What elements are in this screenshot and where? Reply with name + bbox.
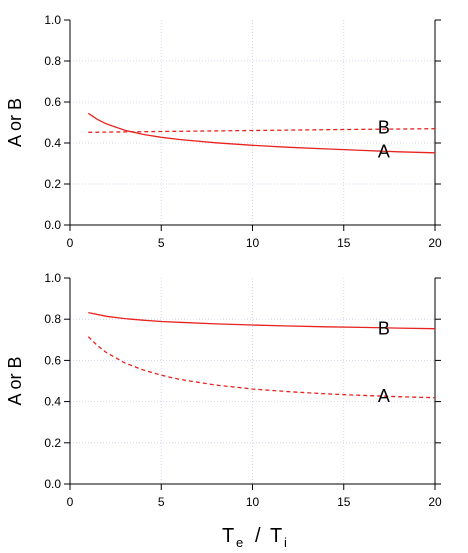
x-tick-label: 0: [67, 495, 74, 509]
curve-label-A: A: [378, 142, 390, 162]
series-B-line: [88, 311, 436, 330]
y-tick-label: 1.0: [44, 271, 61, 285]
x-tick-label: 20: [428, 236, 442, 250]
y-tick-label: 0.8: [44, 312, 61, 326]
y-axis-label: A or B: [5, 356, 25, 405]
y-tick-label: 0.8: [44, 54, 61, 68]
y-tick-label: 0.4: [44, 136, 61, 150]
curve-label-B: B: [378, 118, 390, 138]
xlabel-sub-e: e: [236, 535, 243, 550]
bottom-panel: 0 5 10 15 20 0.0 0.2 0.4 0.6 0.8 1.0 A or B B A: [5, 271, 442, 509]
y-tick-label: 1.0: [44, 13, 61, 27]
x-tick-label: 20: [428, 495, 442, 509]
y-tick-label: 0.4: [44, 395, 61, 409]
series-B-line: [88, 128, 436, 133]
x-tick-label: 15: [337, 236, 351, 250]
x-tick-label: 5: [158, 495, 165, 509]
xlabel-slash: /: [255, 525, 261, 547]
curve-label-A: A: [378, 386, 390, 406]
y-tick-label: 0.6: [44, 353, 61, 367]
y-tick-label: 0.6: [44, 95, 61, 109]
x-tick-label: 10: [246, 495, 260, 509]
y-tick-label: 0.0: [44, 477, 61, 491]
y-axis-label: A or B: [5, 98, 25, 147]
curve-label-B: B: [378, 318, 390, 338]
xlabel-sub-i: i: [284, 535, 287, 550]
x-tick-label: 5: [158, 236, 165, 250]
x-axis-label: T e / T i: [222, 525, 287, 550]
x-tick-label: 0: [67, 236, 74, 250]
xlabel-t-i: T: [270, 525, 282, 547]
series-A-line: [87, 112, 436, 154]
x-tick-label: 10: [246, 236, 260, 250]
series-A-line: [87, 336, 436, 399]
xlabel-t-e: T: [222, 525, 234, 547]
x-tick-label: 15: [337, 495, 351, 509]
y-tick-label: 0.0: [44, 218, 61, 232]
y-tick-label: 0.2: [44, 177, 61, 191]
top-panel: 0 5 10 15 20 0.0 0.2 0.4 0.6 0.8 1.0 A or B BA: [5, 13, 442, 250]
y-tick-label: 0.2: [44, 436, 61, 450]
